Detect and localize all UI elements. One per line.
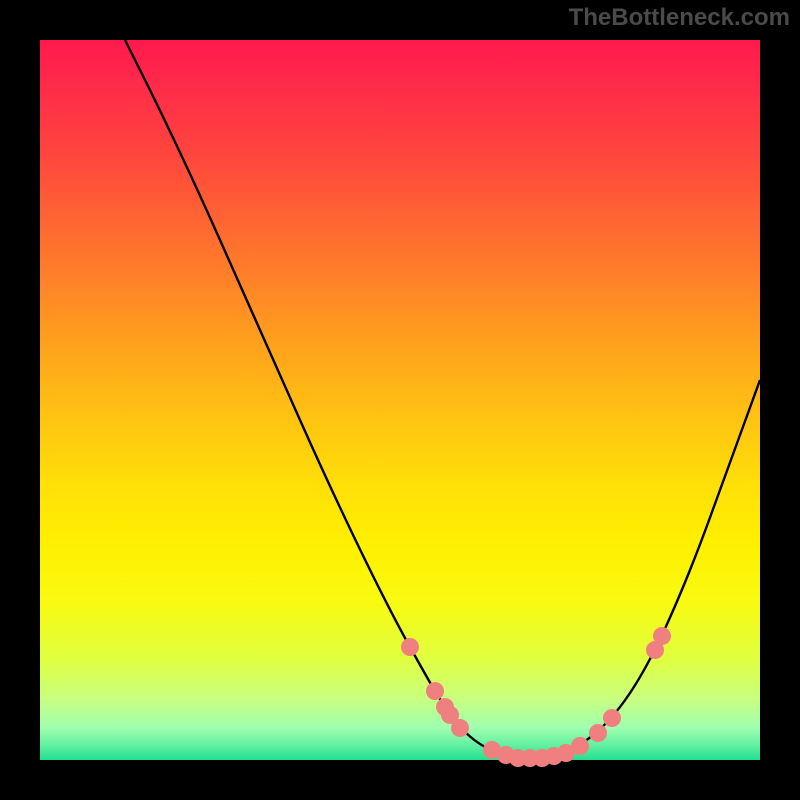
watermark-text: TheBottleneck.com bbox=[569, 4, 790, 32]
markers-group bbox=[401, 627, 671, 767]
curve-layer bbox=[40, 40, 760, 760]
marker-point bbox=[571, 737, 589, 755]
plot-area bbox=[40, 40, 760, 760]
bottleneck-curve bbox=[125, 40, 760, 758]
marker-point bbox=[653, 627, 671, 645]
marker-point bbox=[401, 638, 419, 656]
marker-point bbox=[451, 719, 469, 737]
marker-point bbox=[589, 724, 607, 742]
chart-frame: TheBottleneck.com bbox=[0, 0, 800, 800]
marker-point bbox=[603, 709, 621, 727]
marker-point bbox=[426, 682, 444, 700]
